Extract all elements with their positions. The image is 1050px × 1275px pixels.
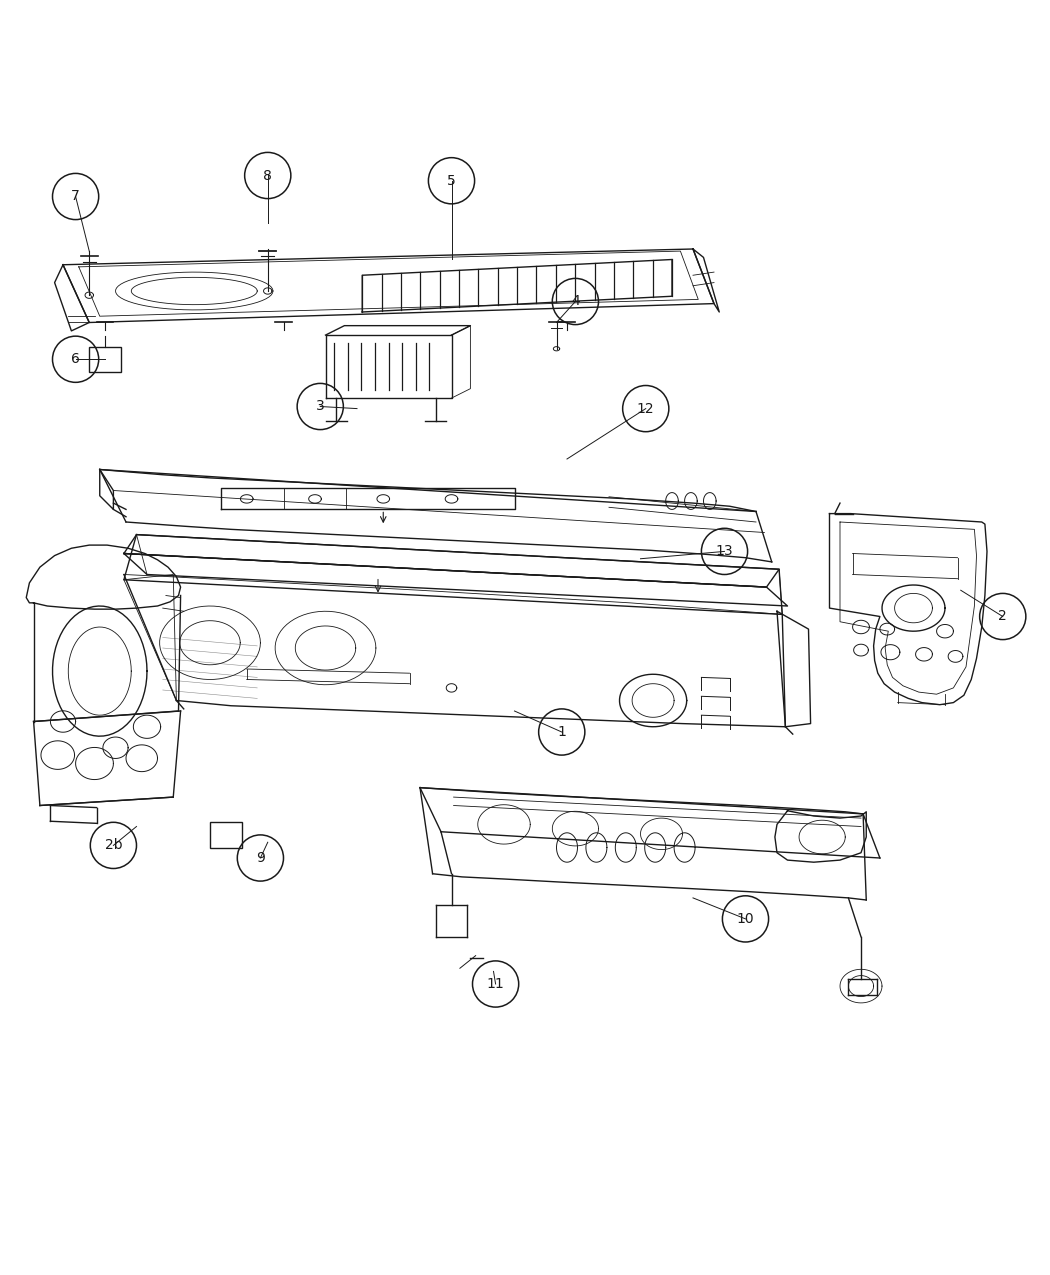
Text: 1: 1 (558, 725, 566, 739)
Text: 10: 10 (737, 912, 754, 926)
Text: 4: 4 (571, 295, 580, 309)
Text: 13: 13 (716, 544, 733, 558)
Text: 3: 3 (316, 399, 324, 413)
Text: 7: 7 (71, 190, 80, 204)
Text: 12: 12 (637, 402, 654, 416)
Text: 11: 11 (487, 977, 504, 991)
Text: 6: 6 (71, 352, 80, 366)
Text: 8: 8 (264, 168, 272, 182)
Text: 2: 2 (999, 609, 1007, 623)
Text: 5: 5 (447, 173, 456, 187)
Text: 2b: 2b (105, 839, 122, 853)
Text: 9: 9 (256, 850, 265, 864)
